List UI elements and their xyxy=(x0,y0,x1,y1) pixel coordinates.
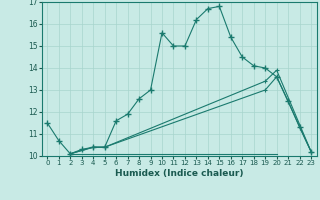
X-axis label: Humidex (Indice chaleur): Humidex (Indice chaleur) xyxy=(115,169,244,178)
